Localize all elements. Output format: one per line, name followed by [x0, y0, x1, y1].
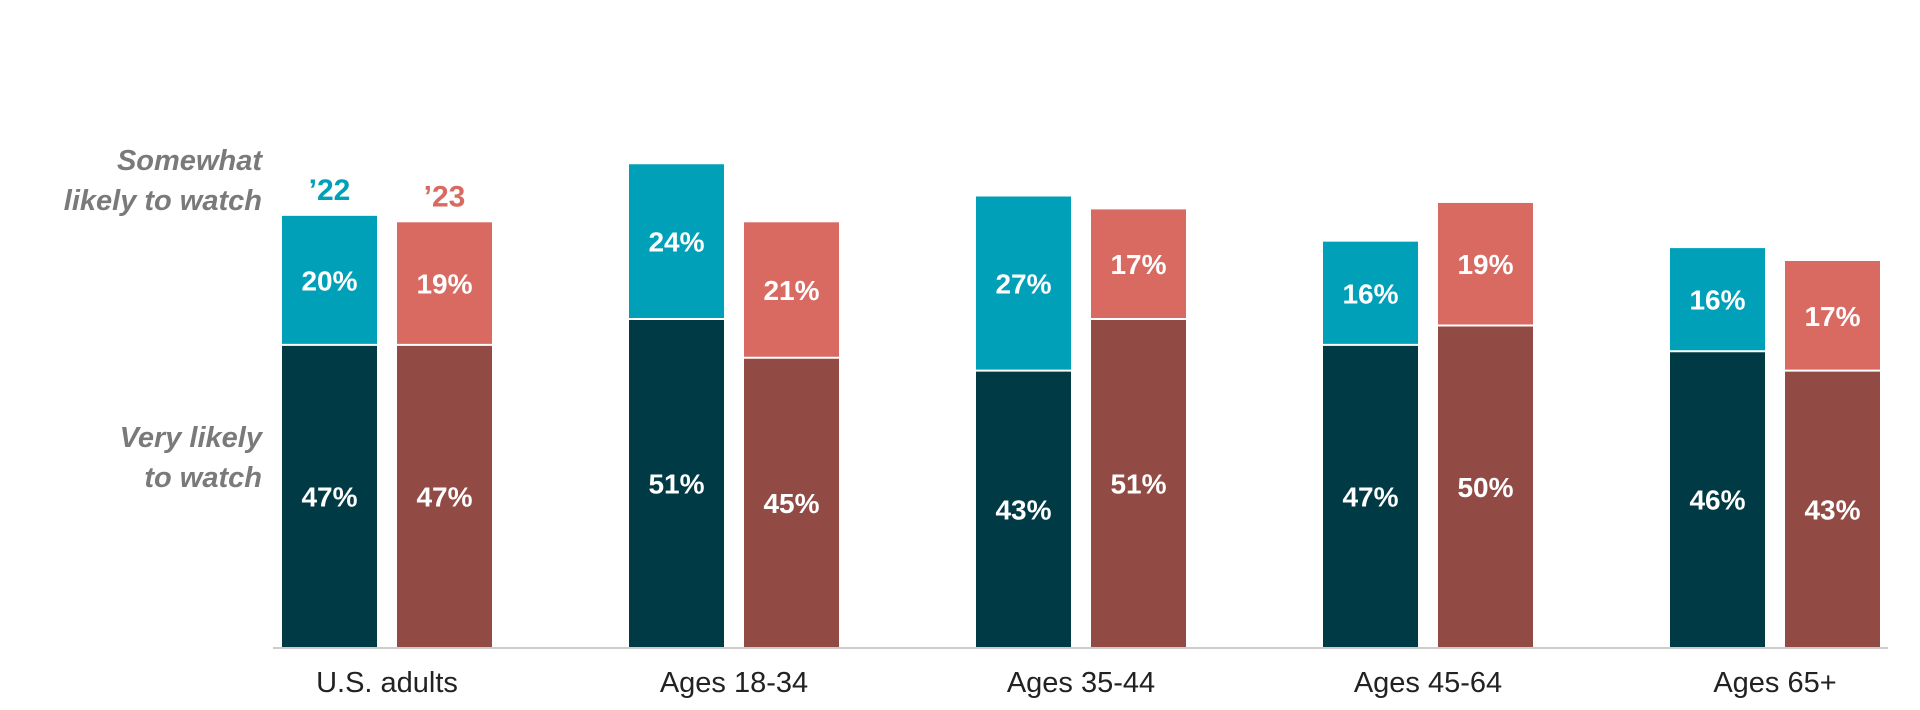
- very-label-line1: Very likely: [120, 422, 264, 454]
- data-label-somewhat-23-ages-35-44: 17%: [1110, 249, 1166, 280]
- data-label-very-22-ages-35-44: 43%: [995, 494, 1051, 525]
- bar-somewhat-22-ages-45-64: [1323, 241, 1418, 345]
- data-label-somewhat-22-ages-45-64: 16%: [1342, 278, 1398, 309]
- bar-somewhat-23-ages-18-34: [744, 222, 839, 358]
- data-label-somewhat-23-ages-65: 17%: [1804, 301, 1860, 332]
- category-label-u-s-adults: U.S. adults: [316, 667, 458, 699]
- bar-somewhat-23-u-s-adults: [397, 222, 492, 345]
- bar-somewhat-23-ages-45-64: [1438, 202, 1533, 326]
- bar-very-23-ages-18-34: [744, 357, 839, 648]
- data-label-very-23-u-s-adults: 47%: [416, 481, 472, 512]
- category-label-ages-35-44: Ages 35-44: [1007, 667, 1155, 699]
- somewhat-label-line2: likely to watch: [64, 185, 262, 217]
- data-label-somewhat-22-u-s-adults: 20%: [301, 265, 357, 296]
- bar-somewhat-22-ages-65: [1670, 248, 1765, 352]
- bars-group: 47% 20% 47% 19% 51% 24% 45% 21% 43% 27% 51% 17% 47% 1…: [282, 164, 1880, 648]
- legend: ’22 ’23: [309, 174, 466, 213]
- bar-very-23-ages-35-44: [1091, 319, 1186, 648]
- data-label-somewhat-22-ages-18-34: 24%: [648, 227, 704, 258]
- data-label-very-23-ages-18-34: 45%: [763, 488, 819, 519]
- data-label-very-22-ages-18-34: 51%: [648, 469, 704, 500]
- bar-somewhat-23-ages-35-44: [1091, 209, 1186, 320]
- stack-side-labels: Somewhat likely to watch Very likely to …: [64, 145, 264, 494]
- very-label-line2: to watch: [144, 462, 262, 494]
- bar-somewhat-22-ages-18-34: [629, 164, 724, 320]
- data-label-very-23-ages-35-44: 51%: [1110, 469, 1166, 500]
- category-label-ages-18-34: Ages 18-34: [660, 667, 808, 699]
- legend-label-23: ’23: [424, 180, 466, 213]
- category-labels: U.S. adults Ages 18-34 Ages 35-44 Ages 45-6…: [316, 667, 1837, 699]
- data-label-very-22-ages-65: 46%: [1689, 485, 1745, 516]
- bar-somewhat-23-ages-65: [1785, 261, 1880, 371]
- bar-somewhat-22-u-s-adults: [282, 215, 377, 345]
- bar-very-22-ages-45-64: [1323, 344, 1418, 648]
- data-label-very-22-ages-45-64: 47%: [1342, 481, 1398, 512]
- data-label-very-23-ages-45-64: 50%: [1457, 472, 1513, 503]
- bar-very-22-ages-65: [1670, 351, 1765, 648]
- bar-very-23-ages-45-64: [1438, 325, 1533, 648]
- data-label-somewhat-23-u-s-adults: 19%: [416, 269, 472, 300]
- data-label-very-22-u-s-adults: 47%: [301, 481, 357, 512]
- bar-very-22-ages-18-34: [629, 319, 724, 648]
- bar-very-22-ages-35-44: [976, 370, 1071, 648]
- data-label-somewhat-22-ages-35-44: 27%: [995, 269, 1051, 300]
- data-label-somewhat-23-ages-18-34: 21%: [763, 275, 819, 306]
- bar-very-22-u-s-adults: [282, 344, 377, 648]
- somewhat-label-line1: Somewhat: [117, 145, 263, 177]
- legend-label-22: ’22: [309, 174, 351, 207]
- bar-very-23-u-s-adults: [397, 344, 492, 648]
- category-label-ages-65: Ages 65+: [1713, 667, 1836, 699]
- bar-very-23-ages-65: [1785, 370, 1880, 648]
- data-label-very-23-ages-65: 43%: [1804, 494, 1860, 525]
- data-label-somewhat-23-ages-45-64: 19%: [1457, 249, 1513, 280]
- bar-somewhat-22-ages-35-44: [976, 196, 1071, 371]
- category-label-ages-45-64: Ages 45-64: [1354, 667, 1502, 699]
- data-label-somewhat-22-ages-65: 16%: [1689, 285, 1745, 316]
